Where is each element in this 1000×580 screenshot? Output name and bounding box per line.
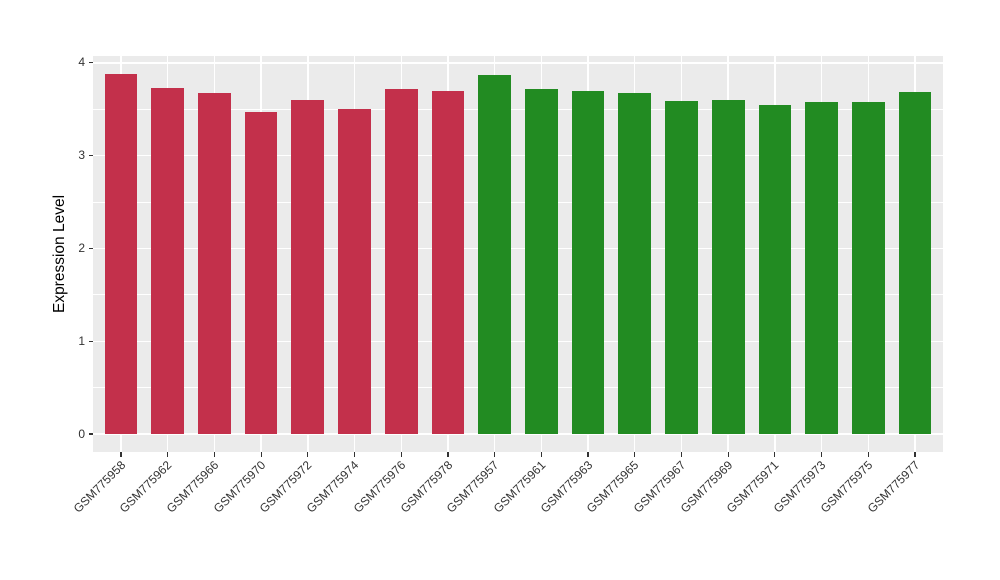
x-tick-mark [727,452,729,457]
x-tick-mark [774,452,776,457]
x-tick-mark [587,452,589,457]
gridline-horizontal-major [93,62,943,64]
x-tick-mark [353,452,356,457]
x-tick-mark [634,452,636,457]
gridline-horizontal-minor [93,201,943,203]
y-tick-label: 1 [78,333,85,348]
gridline-horizontal-major [93,247,943,250]
y-tick-mark [88,247,93,250]
bar-GSM775973 [805,101,838,434]
x-tick-mark [213,452,216,457]
bar-GSM775958 [104,74,138,434]
y-tick-label: 3 [78,148,85,163]
x-tick-mark [307,452,309,457]
gridline-horizontal-major [93,433,943,435]
x-tick-mark [820,452,823,457]
gridline-horizontal-minor [93,108,943,110]
bar-GSM775961 [525,88,558,434]
gridline-horizontal-minor [93,387,943,388]
bar-GSM775978 [431,90,465,434]
bar-GSM775957 [478,74,511,434]
plot-panel [93,56,943,452]
y-tick-label: 2 [78,240,85,255]
bar-GSM775972 [291,99,325,434]
bar-GSM775976 [384,88,418,434]
y-tick-mark [88,340,93,342]
bar-GSM775965 [618,92,652,434]
bar-GSM775977 [898,91,932,434]
y-tick-mark [88,433,93,435]
y-tick-mark [88,155,93,157]
bar-GSM775970 [244,112,278,434]
gridline-horizontal-major [93,340,943,342]
x-tick-mark [447,452,449,457]
y-tick-mark [88,62,93,64]
bar-GSM775975 [851,101,885,434]
x-tick-mark [400,452,402,457]
y-tick-label: 0 [78,426,85,441]
bar-GSM775967 [665,100,698,434]
gridline-horizontal-minor [93,294,943,296]
x-tick-mark [494,452,496,457]
bar-GSM775962 [151,87,185,434]
y-tick-label: 4 [78,55,85,70]
x-tick-mark [867,452,869,457]
bar-GSM775971 [758,104,792,434]
x-tick-mark [260,452,262,457]
x-tick-mark [120,452,122,457]
bar-GSM775966 [198,92,231,434]
bar-GSM775969 [711,99,745,434]
x-tick-mark [914,452,916,457]
gridline-horizontal-major [93,154,943,157]
bar-GSM775963 [571,90,605,434]
x-tick-mark [680,452,683,457]
x-tick-mark [167,452,169,457]
x-tick-mark [540,452,542,457]
bar-GSM775974 [338,109,371,434]
